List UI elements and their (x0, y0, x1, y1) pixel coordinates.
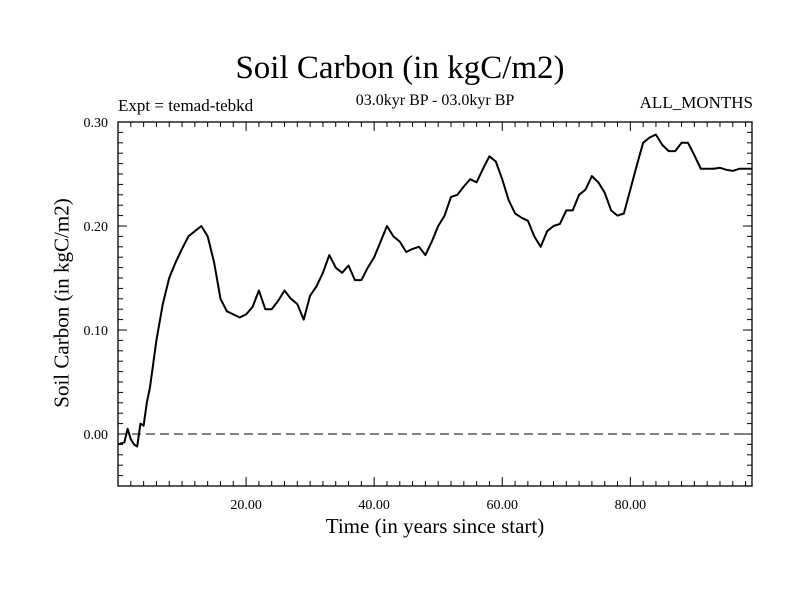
x-axis-label: Time (in years since start) (325, 514, 545, 538)
experiment-label: Expt = temad-tebkd (118, 96, 254, 115)
chart-subtitle: 03.0kyr BP - 03.0kyr BP (355, 92, 515, 109)
chart-title: Soil Carbon (in kgC/m2) (235, 50, 565, 86)
plot-frame (117, 121, 753, 487)
x-tick-label: 20.00 (230, 498, 262, 513)
y-tick-label: 0.30 (84, 116, 109, 131)
x-tick-label: 80.00 (615, 498, 647, 513)
x-tick-label: 60.00 (486, 498, 518, 513)
x-tick-label: 40.00 (358, 498, 390, 513)
y-tick-label: 0.10 (84, 324, 109, 339)
y-tick-label: 0.00 (84, 428, 109, 443)
series-line-soil-carbon (117, 133, 752, 448)
period-label: ALL_MONTHS (639, 93, 753, 112)
y-tick-label: 0.20 (84, 220, 109, 235)
